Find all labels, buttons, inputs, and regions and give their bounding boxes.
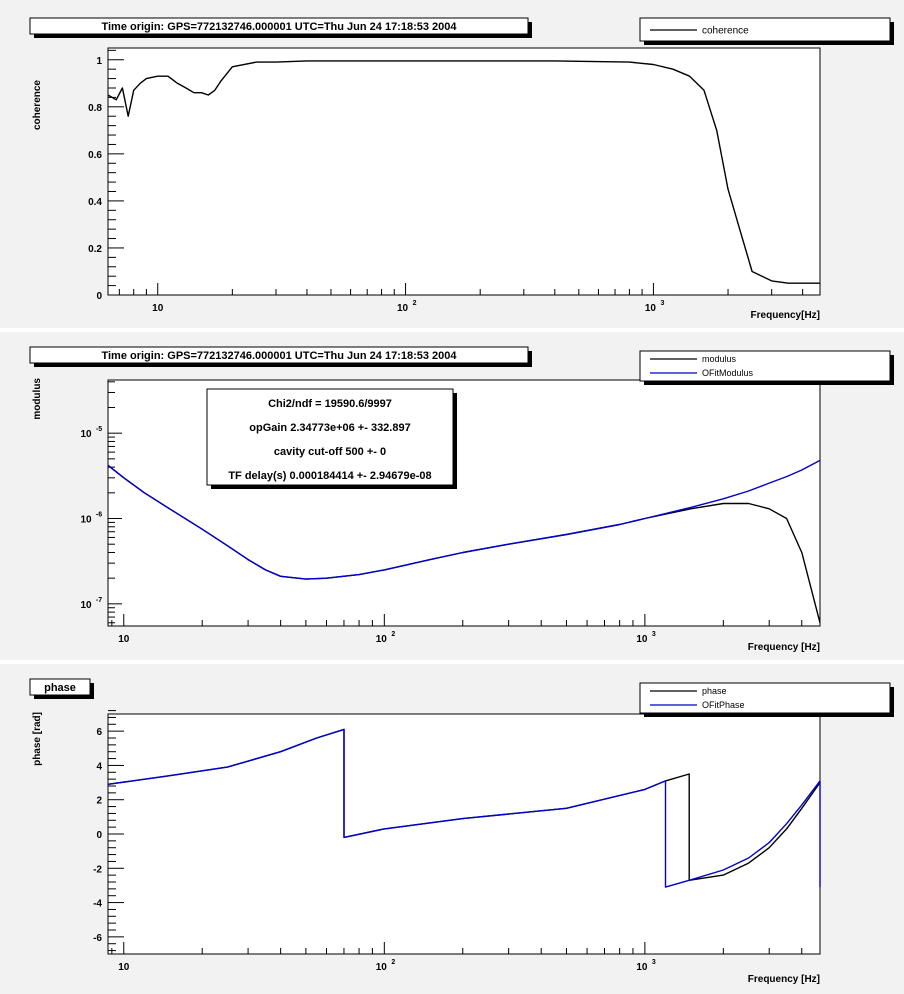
modulus-legend-label: modulus [702, 354, 737, 364]
modulus-y-tick-exponent: -5 [96, 426, 102, 433]
coherence-x-axis-label: Frequency[Hz] [751, 310, 820, 321]
coherence-x-tick-label: 10 [152, 303, 164, 314]
modulus-y-tick-label: 10 [80, 429, 92, 440]
coherence-legend: coherence [639, 17, 894, 45]
coherence-y-axis-label: coherence [32, 80, 43, 130]
modulus-series-layer [107, 459, 821, 623]
phase-series-layer [107, 728, 821, 888]
modulus-y-tick-label: 10 [80, 515, 92, 526]
modulus-x-tick-label: 10 [376, 634, 388, 645]
ofitphase-series-line [107, 728, 821, 888]
coherence-legend-label: coherence [702, 26, 749, 37]
modulus-y-tick-exponent: -6 [96, 512, 102, 519]
coherence-y-tick-label: 0 [96, 291, 102, 302]
ofitmodulus-series-line [107, 459, 821, 580]
phase-y-tick-label: -4 [93, 899, 102, 910]
coherence-panel: Time origin: GPS=772132746.000001 UTC=Th… [0, 0, 904, 328]
phase-panel-title-box: phase [29, 678, 94, 699]
modulus-title-frame [29, 346, 529, 364]
coherence-y-tick-label: 0.2 [88, 244, 102, 255]
stats-cavity-cutoff: cavity cut-off 500 +- 0 [274, 446, 386, 458]
coherence-y-tick-label: 0.4 [88, 197, 102, 208]
coherence-series-line [107, 60, 820, 284]
coherence-panel-title-box: Time origin: GPS=772132746.000001 UTC=Th… [29, 17, 532, 38]
phase-y-tick-label: -2 [93, 864, 102, 875]
modulus-x-tick-label: 10 [118, 634, 130, 645]
phase-x-tick-exponent: 3 [652, 959, 656, 966]
modulus-y-axis-label: modulus [32, 378, 43, 420]
phase-x-tick-label: 10 [636, 962, 648, 973]
phase-y-tick-label: -6 [93, 933, 102, 944]
ofitphase-legend-label: OFitPhase [702, 700, 745, 710]
modulus-axis-ticks: 10 10 2 10 310 -710 -610 -5 [80, 381, 803, 645]
phase-legend: phase OFitPhase [639, 682, 894, 717]
modulus-x-tick-exponent: 2 [391, 631, 395, 638]
phase-title-frame [29, 678, 91, 696]
modulus-panel: Time origin: GPS=772132746.000001 UTC=Th… [0, 332, 904, 660]
phase-y-tick-label: 4 [96, 761, 102, 772]
coherence-legend-frame [639, 17, 891, 42]
phase-y-tick-label: 6 [96, 727, 102, 738]
modulus-x-tick-label: 10 [636, 634, 648, 645]
modulus-x-tick-exponent: 3 [652, 631, 656, 638]
coherence-axis-ticks: 10 10 2 10 300.20.40.60.81 [88, 49, 804, 314]
phase-y-tick-label: 0 [96, 830, 102, 841]
coherence-x-tick-label: 10 [397, 303, 409, 314]
phase-panel-title: phase [44, 682, 76, 694]
coherence-title-frame [29, 17, 529, 35]
phase-legend-label: phase [702, 686, 727, 696]
phase-x-axis-label: Frequency [Hz] [748, 974, 820, 985]
phase-legend-frame [639, 682, 891, 714]
stats-chi2-ndf: Chi2/ndf = 19590.6/9997 [268, 398, 392, 410]
stats-opgain: opGain 2.34773e+06 +- 332.897 [249, 422, 410, 434]
coherence-y-tick-label: 1 [96, 56, 102, 67]
fit-stats-frame [206, 388, 454, 486]
modulus-y-tick-label: 10 [80, 600, 92, 611]
coherence-x-tick-exponent: 3 [660, 300, 664, 307]
coherence-panel-title: Time origin: GPS=772132746.000001 UTC=Th… [101, 21, 457, 33]
phase-y-axis-label: phase [rad] [32, 712, 43, 766]
ofitmodulus-legend-label: OFitModulus [702, 368, 754, 378]
modulus-x-axis-label: Frequency [Hz] [748, 642, 820, 653]
phase-x-tick-label: 10 [118, 962, 130, 973]
coherence-y-tick-label: 0.6 [88, 150, 102, 161]
phase-plot-frame [107, 713, 821, 955]
modulus-panel-title-box: Time origin: GPS=772132746.000001 UTC=Th… [29, 346, 532, 367]
phase-x-tick-exponent: 2 [391, 959, 395, 966]
modulus-panel-title: Time origin: GPS=772132746.000001 UTC=Th… [101, 350, 457, 362]
modulus-legend-frame [639, 350, 891, 382]
phase-y-tick-label: 2 [96, 796, 102, 807]
fit-stats-box: Chi2/ndf = 19590.6/9997 opGain 2.34773e+… [206, 388, 457, 489]
coherence-series-layer [107, 60, 820, 284]
modulus-y-tick-exponent: -7 [96, 597, 102, 604]
coherence-x-tick-label: 10 [645, 303, 657, 314]
phase-x-tick-label: 10 [376, 962, 388, 973]
coherence-x-tick-exponent: 2 [413, 300, 417, 307]
coherence-y-tick-label: 0.8 [88, 103, 102, 114]
modulus-legend: modulus OFitModulus [639, 350, 894, 385]
stats-tf-delay: TF delay(s) 0.000184414 +- 2.94679e-08 [228, 470, 431, 482]
coherence-plot-frame [107, 47, 821, 296]
